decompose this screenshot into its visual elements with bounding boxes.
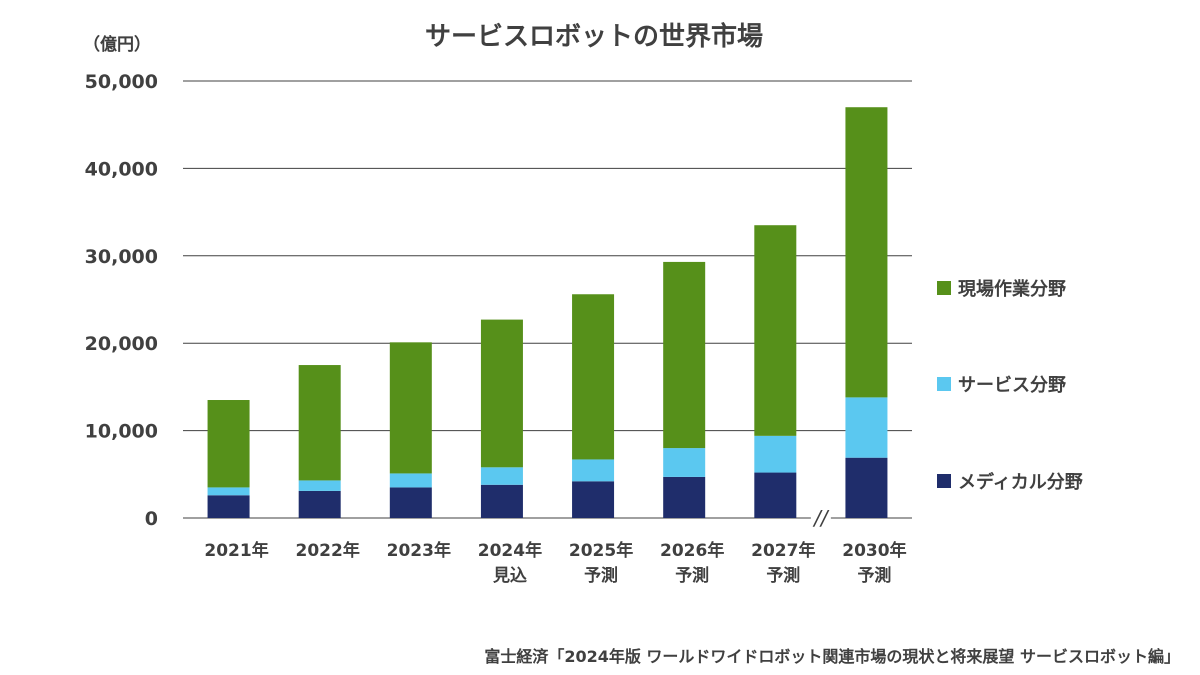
bar-segment	[480, 484, 523, 518]
bar-segment	[207, 495, 250, 518]
chart-title: サービスロボットの世界市場	[425, 21, 763, 52]
legend-label: 現場作業分野	[958, 278, 1066, 300]
bar-segment	[663, 476, 706, 518]
legend-label: メディカル分野	[958, 471, 1083, 493]
x-tick-label: 予測	[584, 565, 618, 586]
bars: //	[207, 107, 888, 530]
bar-segment	[754, 435, 797, 473]
x-tick-label: 2022年	[296, 540, 360, 561]
y-axis-unit: （億円）	[83, 34, 151, 55]
bar-segment	[480, 319, 523, 468]
y-tick-label: 50,000	[85, 71, 158, 93]
x-tick-label: 2021年	[204, 540, 268, 561]
bar-segment	[663, 448, 706, 477]
bar-segment	[298, 365, 341, 481]
y-tick-label: 30,000	[85, 246, 158, 268]
x-tick-label: 2030年	[842, 540, 906, 561]
legend-swatch	[937, 474, 951, 488]
x-tick-label: 予測	[766, 565, 800, 586]
bar-segment	[389, 342, 432, 474]
x-tick-label: 2024年	[478, 540, 542, 561]
y-tick-label: 10,000	[85, 421, 158, 443]
source-note: 富士経済「2024年版 ワールドワイドロボット関連市場の現状と将来展望 サービス…	[484, 647, 1180, 666]
bar-segment	[845, 457, 888, 518]
y-tick-label: 0	[145, 508, 158, 530]
y-tick-label: 40,000	[85, 158, 158, 180]
x-tick-label: 2026年	[660, 540, 724, 561]
y-axis-ticks: 0 10,000 20,000 30,000 40,000 50,000	[85, 71, 158, 530]
bar-segment	[572, 459, 615, 482]
bar-segment	[754, 225, 797, 436]
gridlines	[183, 80, 912, 519]
legend-swatch	[937, 377, 951, 391]
bar-segment	[207, 400, 250, 488]
bar-segment	[389, 473, 432, 488]
bar-segment	[572, 294, 615, 460]
x-tick-label: 予測	[857, 565, 891, 586]
x-tick-label: 予測	[675, 565, 709, 586]
y-tick-label: 20,000	[85, 333, 158, 355]
bar-segment	[207, 487, 250, 496]
x-tick-label: 2027年	[751, 540, 815, 561]
bar-segment	[298, 490, 341, 518]
bar-segment	[663, 261, 706, 449]
bar-segment	[572, 481, 615, 518]
bar-segment	[754, 472, 797, 518]
x-tick-label: 2025年	[569, 540, 633, 561]
legend-label: サービス分野	[958, 375, 1066, 396]
legend-swatch	[937, 281, 951, 295]
x-tick-label: 2023年	[387, 540, 451, 561]
bar-segment	[298, 480, 341, 491]
axis-break-mark: //	[812, 506, 830, 530]
bar-segment	[845, 397, 888, 458]
axis-break-gap	[810, 510, 831, 526]
x-tick-label: 見込	[492, 566, 527, 586]
bar-segment	[845, 107, 888, 398]
bar-segment	[480, 467, 523, 485]
bar-segment	[389, 487, 432, 518]
